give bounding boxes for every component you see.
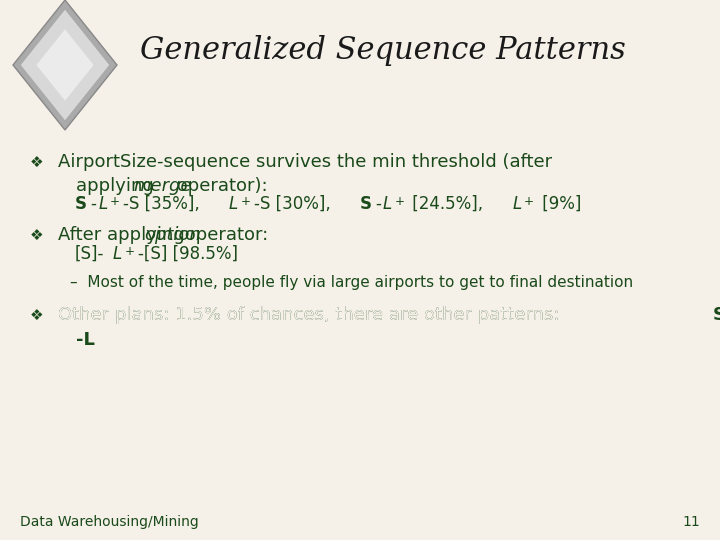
Text: AirportSize-sequence survives the min threshold (after: AirportSize-sequence survives the min th… bbox=[58, 153, 552, 171]
Polygon shape bbox=[37, 29, 94, 101]
Text: -L: -L bbox=[76, 331, 95, 349]
Text: L: L bbox=[229, 195, 238, 213]
Text: L: L bbox=[382, 195, 392, 213]
Text: option: option bbox=[144, 226, 201, 244]
Text: After applying: After applying bbox=[58, 226, 191, 244]
Text: operator:: operator: bbox=[179, 226, 269, 244]
Text: operator):: operator): bbox=[171, 177, 268, 195]
Text: [9%]: [9%] bbox=[537, 195, 582, 213]
Text: +: + bbox=[110, 195, 120, 208]
Text: L: L bbox=[98, 195, 107, 213]
Text: 11: 11 bbox=[683, 515, 700, 529]
Text: Other plans: 1.5% of chances, there are other patterns:: Other plans: 1.5% of chances, there are … bbox=[58, 306, 565, 324]
Text: S: S bbox=[75, 195, 87, 213]
Text: S: S bbox=[359, 195, 372, 213]
Text: S-S, L-S: S-S, L-S bbox=[713, 306, 720, 324]
Text: merge: merge bbox=[133, 177, 192, 195]
Polygon shape bbox=[13, 0, 117, 130]
Text: -[S] [98.5%]: -[S] [98.5%] bbox=[138, 245, 238, 263]
Text: Data Warehousing/Mining: Data Warehousing/Mining bbox=[20, 515, 199, 529]
Text: Generalized Sequence Patterns: Generalized Sequence Patterns bbox=[140, 35, 626, 65]
Text: [S]-: [S]- bbox=[75, 245, 104, 263]
Text: -: - bbox=[91, 195, 96, 213]
Text: -S [35%],: -S [35%], bbox=[123, 195, 205, 213]
Text: +: + bbox=[240, 195, 251, 208]
Text: Other plans: 1.5% of chances, there are other patterns:: Other plans: 1.5% of chances, there are … bbox=[58, 306, 565, 324]
Text: ❖: ❖ bbox=[30, 154, 44, 170]
Text: +: + bbox=[125, 245, 135, 258]
Text: +: + bbox=[524, 195, 534, 208]
Text: -S [30%],: -S [30%], bbox=[253, 195, 336, 213]
Text: [24.5%],: [24.5%], bbox=[408, 195, 489, 213]
Text: L: L bbox=[512, 195, 521, 213]
Text: ❖: ❖ bbox=[30, 307, 44, 322]
Text: +: + bbox=[395, 195, 405, 208]
Text: ❖: ❖ bbox=[30, 227, 44, 242]
Polygon shape bbox=[21, 10, 109, 120]
Text: –  Most of the time, people fly via large airports to get to final destination: – Most of the time, people fly via large… bbox=[70, 275, 633, 291]
Text: -: - bbox=[375, 195, 381, 213]
Text: L: L bbox=[113, 245, 122, 263]
Text: applying: applying bbox=[76, 177, 160, 195]
